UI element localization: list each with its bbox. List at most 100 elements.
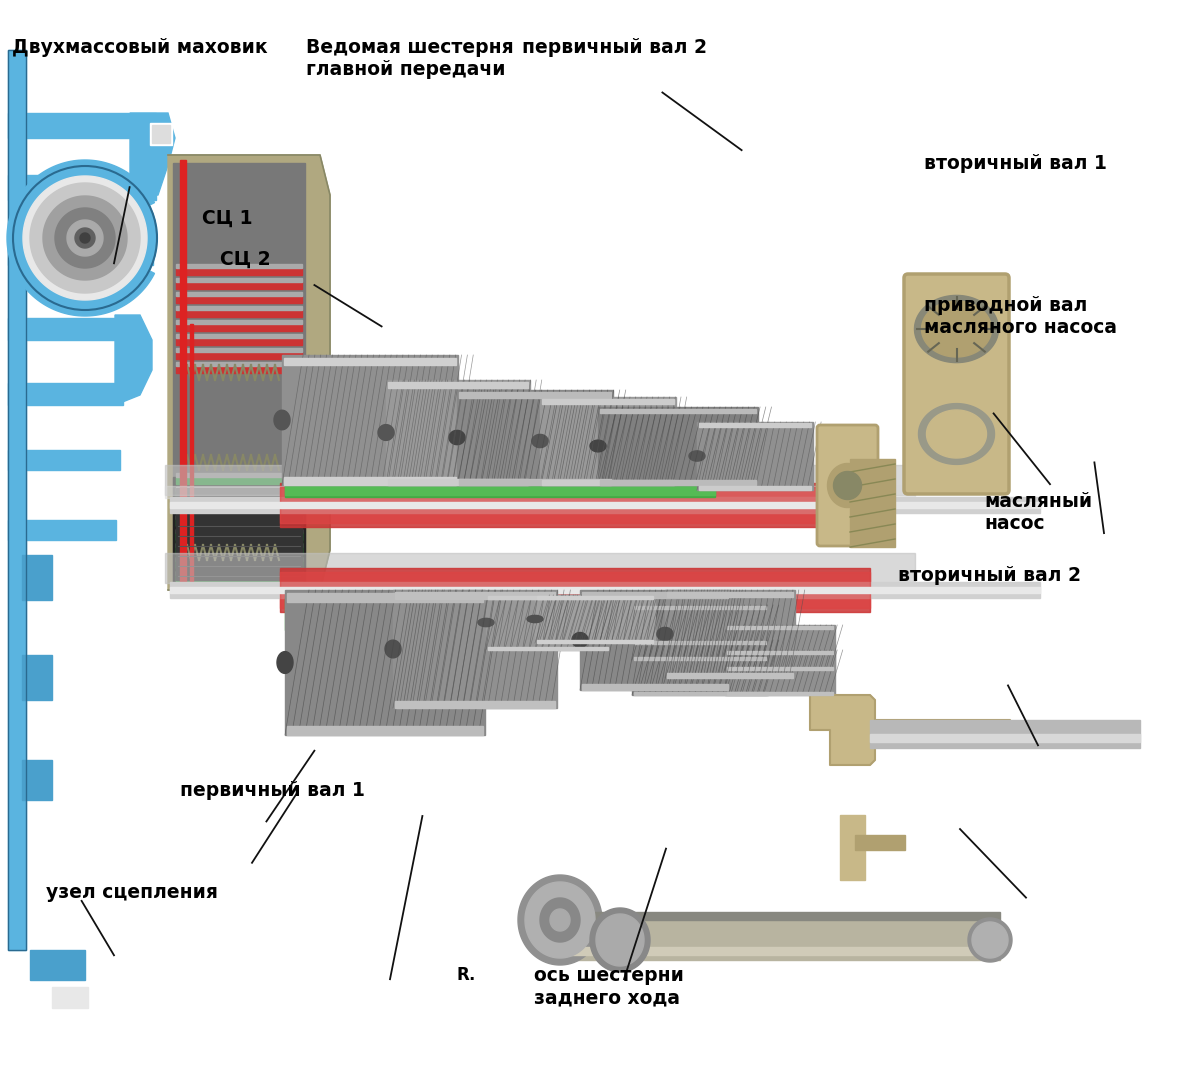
Bar [176,334,302,337]
Polygon shape [385,640,401,658]
Text: приводной вал
масляного насоса: приводной вал масляного насоса [924,296,1117,337]
Bar [560,947,1000,955]
Bar [394,590,557,708]
Bar [176,292,302,296]
Polygon shape [632,635,768,665]
Bar [632,640,768,695]
Bar [176,477,302,484]
Bar [667,672,793,678]
Bar [282,355,458,485]
Bar [727,651,833,654]
Bar [176,277,302,282]
Bar [176,323,302,331]
Polygon shape [572,632,588,647]
Bar [8,383,124,405]
Bar [30,950,85,980]
Bar [176,547,302,554]
Polygon shape [80,233,90,243]
Bar [176,500,302,505]
Text: первичный вал 2: первичный вал 2 [522,38,707,57]
Polygon shape [526,882,595,959]
Bar [176,574,302,582]
Text: СЦ 2: СЦ 2 [220,250,270,269]
Bar [176,529,302,533]
Bar [176,282,302,288]
Bar [286,590,485,735]
Bar [560,912,1000,920]
Polygon shape [968,918,1012,962]
Text: вторичный вал 2: вторичный вал 2 [898,566,1080,584]
Bar [176,268,302,274]
Polygon shape [378,424,394,441]
Bar [176,347,302,351]
Bar [634,606,766,609]
Text: R.: R. [456,966,475,985]
Polygon shape [658,628,673,641]
Bar [170,502,1040,508]
Bar [287,727,482,735]
Polygon shape [30,183,140,293]
Polygon shape [527,616,542,622]
Bar [725,625,835,670]
Bar [280,487,870,523]
Polygon shape [590,908,650,972]
Bar [170,582,1040,598]
Polygon shape [926,410,986,458]
Text: Ведомая шестерня
главной передачи: Ведомая шестерня главной передачи [306,38,514,79]
Bar [176,543,302,547]
Polygon shape [914,296,998,362]
Bar [176,505,302,512]
Bar [488,646,608,650]
Polygon shape [449,431,466,445]
Bar [284,478,456,485]
Bar [582,592,728,598]
Polygon shape [718,644,733,651]
Bar [386,380,530,485]
Polygon shape [518,875,602,965]
Polygon shape [274,410,290,430]
Polygon shape [7,160,155,316]
Bar [388,382,528,388]
Polygon shape [43,196,127,280]
Bar [388,479,528,485]
Bar [176,487,302,491]
Polygon shape [596,914,644,966]
Bar [284,358,456,366]
Bar [727,692,833,695]
Polygon shape [532,434,548,447]
Bar [52,987,88,1007]
Bar [176,515,302,519]
Text: Двухмассовый маховик: Двухмассовый маховик [12,38,268,57]
Bar [488,596,608,599]
Bar [395,592,554,599]
Polygon shape [76,228,95,248]
Bar [176,491,302,498]
Polygon shape [918,404,995,465]
Bar [538,640,653,643]
Bar [727,626,833,629]
Bar [166,465,916,495]
Bar [840,815,865,880]
Bar [538,596,653,598]
Bar [457,390,613,485]
Polygon shape [286,405,455,435]
Bar [598,407,758,485]
Bar [697,422,814,490]
Bar [727,667,833,670]
Bar [176,296,302,302]
Bar [166,486,916,498]
Bar [725,650,835,695]
Bar [286,465,715,497]
Bar [176,306,302,309]
Bar [632,605,768,660]
Bar [152,125,170,143]
Bar [287,593,482,602]
Bar [173,478,305,582]
Bar [180,160,186,585]
Text: вторичный вал 1: вторичный вал 1 [924,154,1106,173]
Bar [176,557,302,561]
Polygon shape [168,154,330,590]
Polygon shape [130,113,175,200]
Bar [580,590,730,690]
Bar [176,561,302,568]
